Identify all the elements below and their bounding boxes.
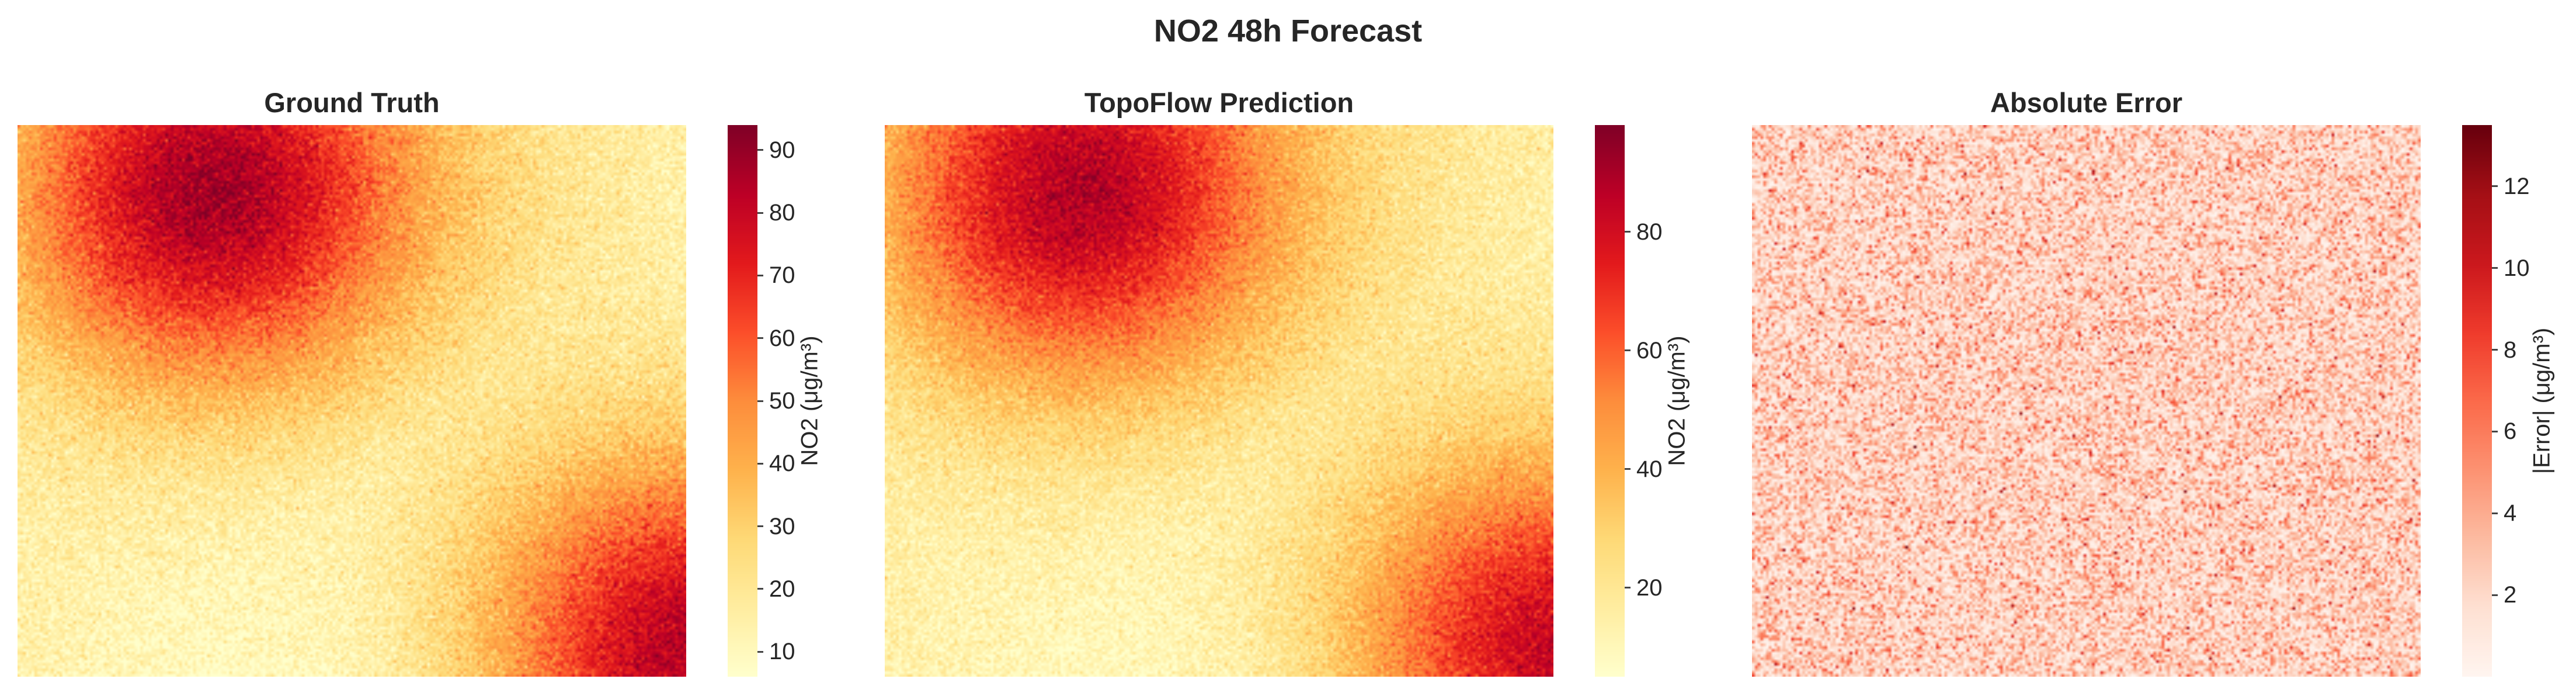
heatmap-topoflow-prediction [885, 125, 1553, 677]
colorbar-tick-mark [757, 274, 763, 276]
colorbar-tick-label: 2 [2504, 582, 2517, 608]
colorbar-topoflow-prediction [1595, 125, 1625, 677]
colorbar-tick-label: 6 [2504, 418, 2517, 445]
colorbar-tick-label: 20 [769, 576, 795, 602]
panel-title-ground-truth: Ground Truth [264, 87, 440, 118]
colorbar-label-absolute-error: |Error| (μg/m³) [2529, 327, 2555, 475]
panel-title-topoflow-prediction: TopoFlow Prediction [1084, 87, 1354, 118]
colorbar-tick-label: 10 [2504, 255, 2530, 281]
colorbar-tick-mark [757, 588, 763, 590]
colorbar-tick-mark [757, 337, 763, 340]
colorbar-tick-label: 50 [769, 388, 795, 414]
colorbar-tick-mark [757, 650, 763, 653]
colorbar-tick-mark [2492, 349, 2498, 351]
colorbar-tick-mark [1625, 587, 1631, 589]
colorbar-tick-mark [2492, 185, 2498, 188]
colorbar-tick-label: 4 [2504, 500, 2517, 527]
panel-title-absolute-error: Absolute Error [1990, 87, 2183, 118]
heatmap-ground-truth [18, 125, 686, 677]
colorbar-tick-label: 80 [1636, 219, 1663, 245]
colorbar-tick-label: 60 [1636, 337, 1663, 363]
colorbar-tick-label: 8 [2504, 337, 2517, 363]
colorbar-absolute-error [2462, 125, 2492, 677]
colorbar-tick-label: 70 [769, 262, 795, 289]
colorbar-tick-label: 80 [769, 200, 795, 226]
colorbar-tick-mark [2492, 267, 2498, 269]
colorbar-tick-label: 30 [769, 513, 795, 539]
figure-title: NO2 48h Forecast [1153, 13, 1423, 49]
colorbar-label-ground-truth: NO2 (μg/m³) [797, 335, 823, 466]
colorbar-tick-mark [2492, 430, 2498, 432]
colorbar-tick-label: 60 [769, 325, 795, 351]
colorbar-tick-label: 10 [769, 639, 795, 665]
colorbar-tick-label: 12 [2504, 173, 2530, 199]
colorbar-tick-label: 40 [1636, 456, 1663, 482]
colorbar-tick-mark [757, 149, 763, 151]
colorbar-tick-mark [757, 462, 763, 465]
colorbar-label-topoflow-prediction: NO2 (μg/m³) [1664, 335, 1690, 466]
colorbar-tick-mark [757, 525, 763, 528]
colorbar-tick-mark [2492, 594, 2498, 596]
colorbar-tick-mark [757, 212, 763, 214]
colorbar-tick-label: 90 [769, 137, 795, 163]
colorbar-tick-mark [1625, 231, 1631, 233]
colorbar-tick-mark [757, 400, 763, 402]
colorbar-tick-label: 20 [1636, 574, 1663, 601]
heatmap-absolute-error [1752, 125, 2421, 677]
colorbar-tick-mark [1625, 349, 1631, 352]
colorbar-tick-mark [1625, 468, 1631, 470]
colorbar-tick-label: 40 [769, 451, 795, 477]
colorbar-tick-mark [2492, 512, 2498, 514]
colorbar-ground-truth [728, 125, 757, 677]
